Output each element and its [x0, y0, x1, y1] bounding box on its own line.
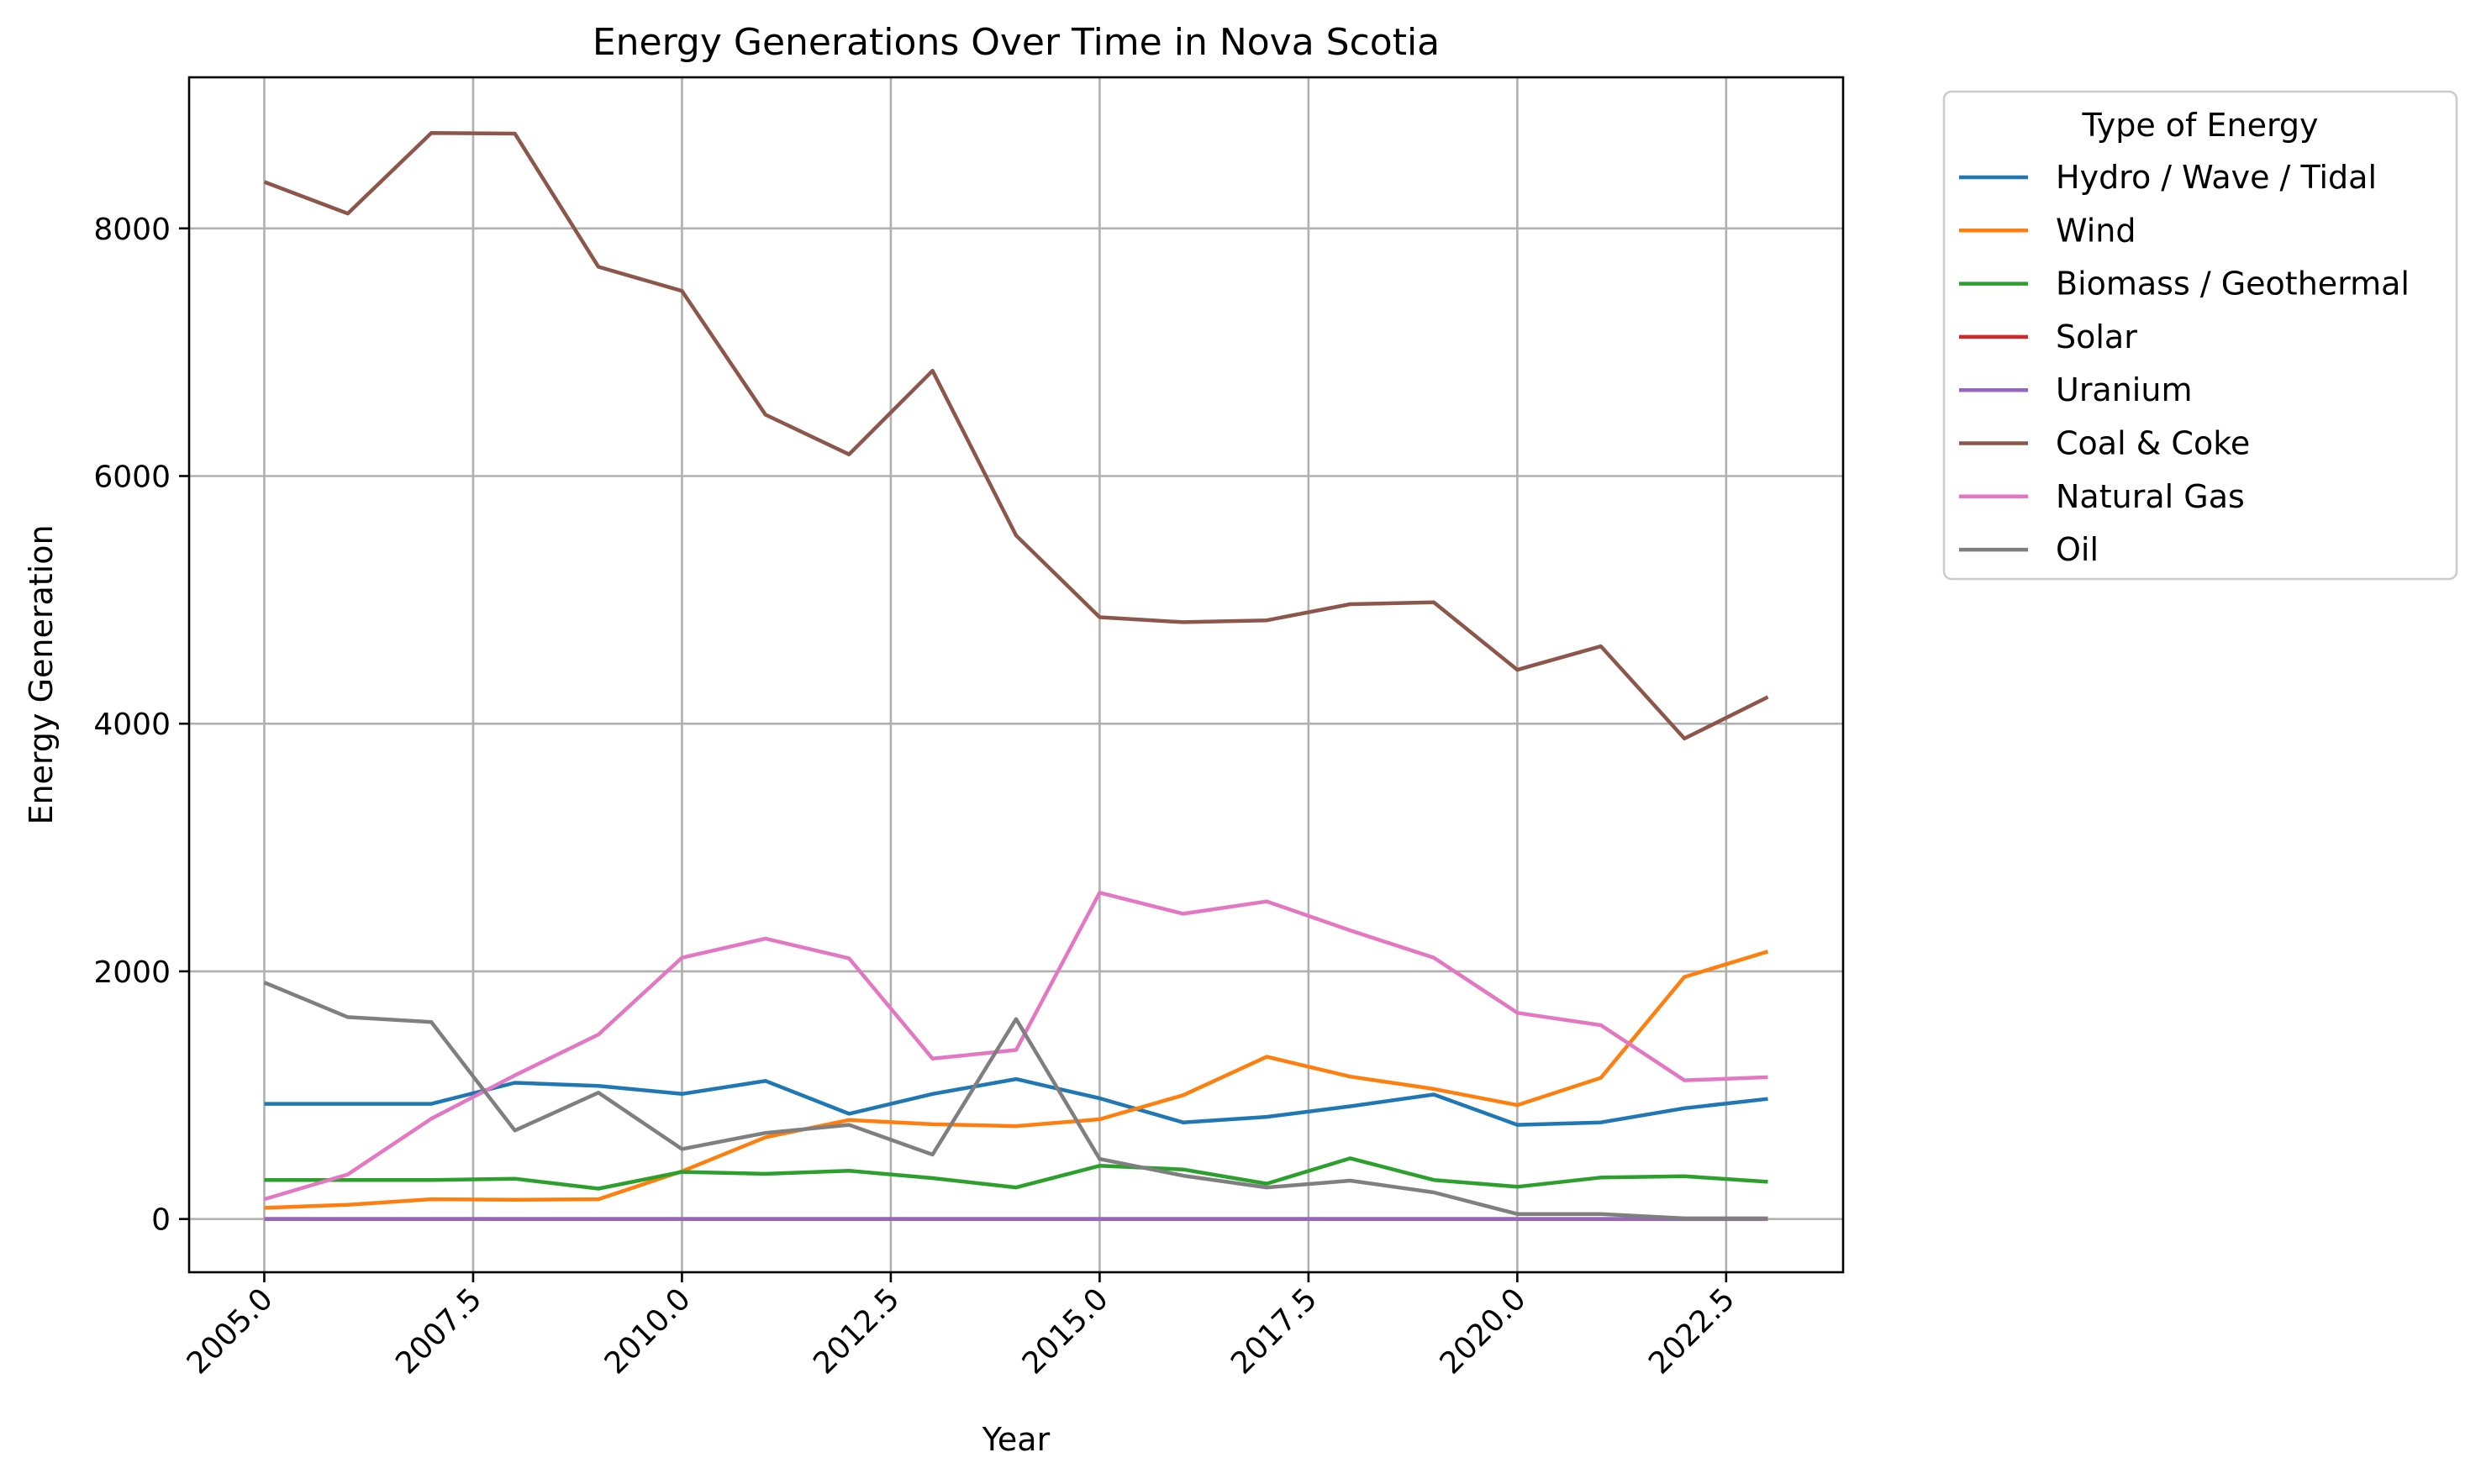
series-line-oil	[263, 981, 1768, 1221]
y-tick-label: 2000	[93, 955, 171, 990]
y-tick-label: 0	[151, 1203, 171, 1238]
series-line-wind	[264, 950, 1769, 1210]
legend-entry-oil: Oil	[1959, 531, 2099, 568]
series-line-biomass-geothermal	[264, 1156, 1768, 1191]
chart-title: Energy Generations Over Time in Nova Sco…	[593, 21, 1440, 64]
legend-entry-wind: Wind	[1959, 212, 2136, 249]
legend-label: Uranium	[2056, 371, 2192, 408]
legend-label: Solar	[2056, 318, 2137, 355]
legend-entries: Hydro / Wave / Tidal Wind Biomass / Geothe…	[1959, 159, 2410, 568]
legend-label: Natural Gas	[2056, 478, 2245, 515]
legend-entry-uranium: Uranium	[1959, 371, 2192, 408]
series-line-hydro-wave-tidal	[264, 1076, 1768, 1127]
series-line-natural-gas	[263, 891, 1768, 1202]
legend-label: Wind	[2056, 212, 2136, 249]
legend-label: Hydro / Wave / Tidal	[2056, 159, 2377, 196]
legend-entry-hydro-wave-tidal: Hydro / Wave / Tidal	[1959, 159, 2377, 196]
legend-entry-coal-coke: Coal & Coke	[1959, 425, 2250, 462]
y-tick-label: 6000	[93, 460, 171, 494]
legend-title: Type of Energy	[2081, 107, 2318, 144]
series-layer	[263, 131, 1769, 1221]
legend-label: Oil	[2056, 531, 2099, 568]
legend-label: Biomass / Geothermal	[2056, 266, 2410, 303]
plot-area-frame	[187, 76, 1845, 1274]
series-line-coal-coke	[263, 131, 1769, 741]
y-tick-label: 4000	[93, 708, 171, 742]
legend-frame	[1942, 90, 2458, 581]
legend-entry-biomass-geothermal: Biomass / Geothermal	[1959, 266, 2410, 303]
legend: Type of Energy Hydro / Wave / Tidal Wind B…	[1942, 90, 2458, 581]
y-axis-label: Energy Generation	[23, 524, 60, 824]
x-axis-label: Year	[982, 1421, 1051, 1458]
y-tick-label: 8000	[93, 213, 171, 247]
legend-label: Coal & Coke	[2056, 425, 2250, 462]
legend-entry-natural-gas: Natural Gas	[1959, 478, 2245, 515]
legend-entry-solar: Solar	[1959, 318, 2137, 355]
plot-area-background	[189, 77, 1843, 1272]
